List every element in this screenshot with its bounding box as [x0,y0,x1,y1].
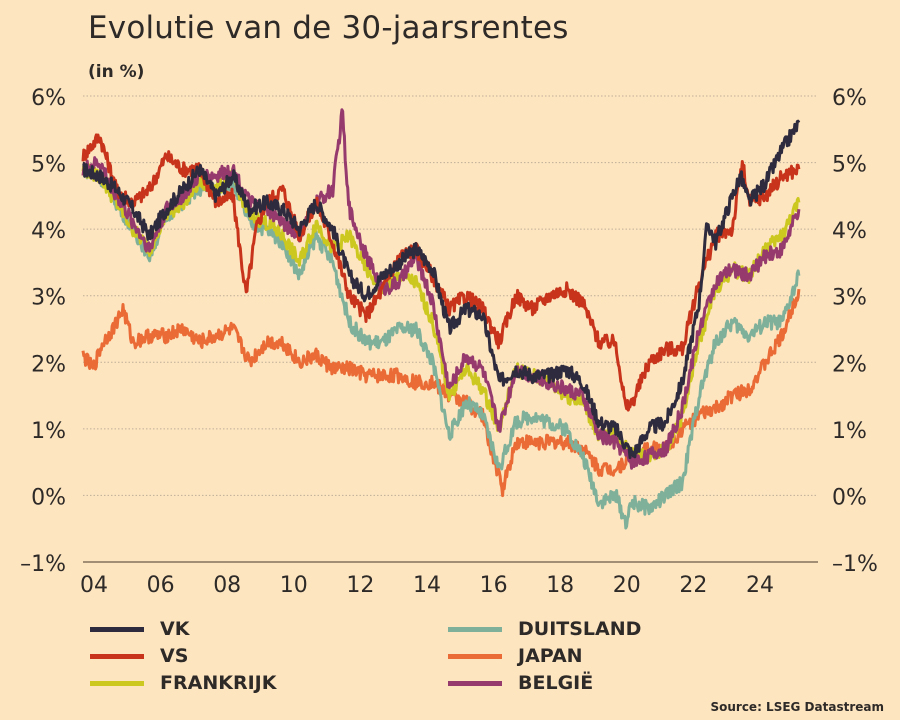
y-tick-label-right: 0% [832,485,867,510]
series-line-vk [82,119,801,460]
x-tick-label: 20 [613,573,641,598]
y-tick-label-right: 2% [832,352,867,377]
legend-item: FRANKRIJK [90,672,276,694]
legend-swatch [448,680,502,686]
series-lines [81,108,801,530]
legend-label: DUITSLAND [518,618,642,640]
y-tick-label-right: 4% [832,219,867,244]
unit-label: (in %) [88,62,145,82]
y-tick-label-left: 0% [31,485,66,510]
legend-swatch [448,653,502,659]
y-tick-label-left: –1% [20,552,66,577]
y-tick-label-left: 6% [31,86,66,111]
y-tick-label-right: 3% [832,286,867,311]
x-tick-label: 06 [147,573,175,598]
y-tick-label-left: 1% [31,419,66,444]
source-note: Source: LSEG Datastream [710,700,884,714]
series-line-japan [81,288,801,498]
legend-item: VS [90,645,188,667]
legend-swatch [448,626,502,632]
x-tick-label: 22 [679,573,707,598]
legend-swatch [90,653,144,659]
x-axis: 04 06 08 10 12 14 16 18 20 22 24 [80,573,774,598]
y-axis-left: 6% 5% 4% 3% 2% 1% 0% –1% [20,86,66,577]
legend-label: FRANKRIJK [160,672,277,694]
y-tick-label-right: 6% [832,86,867,111]
y-tick-label-right: –1% [832,552,878,577]
legend-swatch [90,680,144,686]
legend-swatch [90,626,144,632]
x-tick-label: 24 [746,573,774,598]
y-axis-right: 6% 5% 4% 3% 2% 1% 0% –1% [832,86,878,577]
y-tick-label-left: 3% [31,286,66,311]
x-tick-label: 10 [280,573,308,598]
y-tick-label-right: 1% [832,419,867,444]
y-tick-label-left: 2% [31,352,66,377]
y-tick-label-left: 5% [31,153,66,178]
page-title: Evolutie van de 30-jaarsrentes [88,10,569,46]
x-tick-label: 18 [546,573,574,598]
y-tick-label-right: 5% [832,153,867,178]
legend-label: VS [160,645,189,667]
legend-item: BELGIË [448,672,593,694]
x-tick-label: 12 [346,573,374,598]
y-tick-label-left: 4% [31,219,66,244]
legend-item: JAPAN [448,645,583,667]
legend-item: DUITSLAND [448,618,641,640]
x-tick-label: 16 [480,573,508,598]
legend-item: VK [90,618,189,640]
x-tick-label: 14 [413,573,441,598]
legend-label: JAPAN [518,645,583,667]
series-line-frankrijk [81,163,801,465]
legend-label: VK [160,618,190,640]
legend-label: BELGIË [518,672,594,694]
x-tick-label: 08 [213,573,241,598]
x-tick-label: 04 [80,573,108,598]
